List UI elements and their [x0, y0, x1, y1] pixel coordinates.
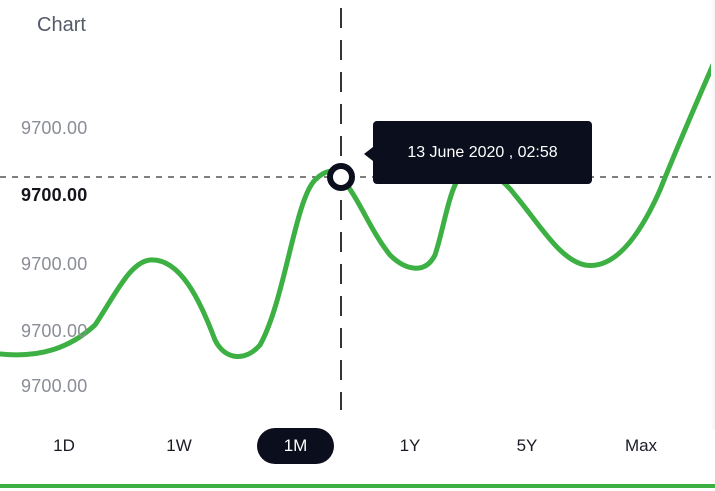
bottom-accent-bar [0, 484, 715, 488]
price-line [0, 57, 715, 359]
range-button-1w[interactable]: 1W [166, 436, 192, 455]
range-button-5y[interactable]: 5Y [516, 436, 538, 455]
range-button-1d[interactable]: 1D [53, 436, 75, 455]
y-axis-label: 9700.00 [21, 118, 88, 138]
range-button-1y[interactable]: 1Y [399, 436, 421, 455]
y-axis-label: 9700.00 [21, 254, 88, 274]
price-chart[interactable] [0, 0, 715, 430]
range-button-1m[interactable]: 1M [257, 428, 334, 464]
chart-tooltip: 13 June 2020 , 02:58 [364, 121, 592, 184]
y-axis-label: 9700.00 [21, 376, 88, 396]
chart-svg[interactable] [0, 0, 715, 430]
crosshair-point[interactable] [327, 163, 355, 191]
time-range-selector: 1D 1W 1M 1Y 5Y Max [0, 428, 715, 464]
scroll-edge [711, 0, 715, 430]
page-title: Chart [37, 14, 86, 36]
y-axis-label-active: 9700.00 [21, 185, 88, 205]
y-axis-label: 9700.00 [21, 321, 88, 341]
range-button-max[interactable]: Max [624, 436, 658, 455]
